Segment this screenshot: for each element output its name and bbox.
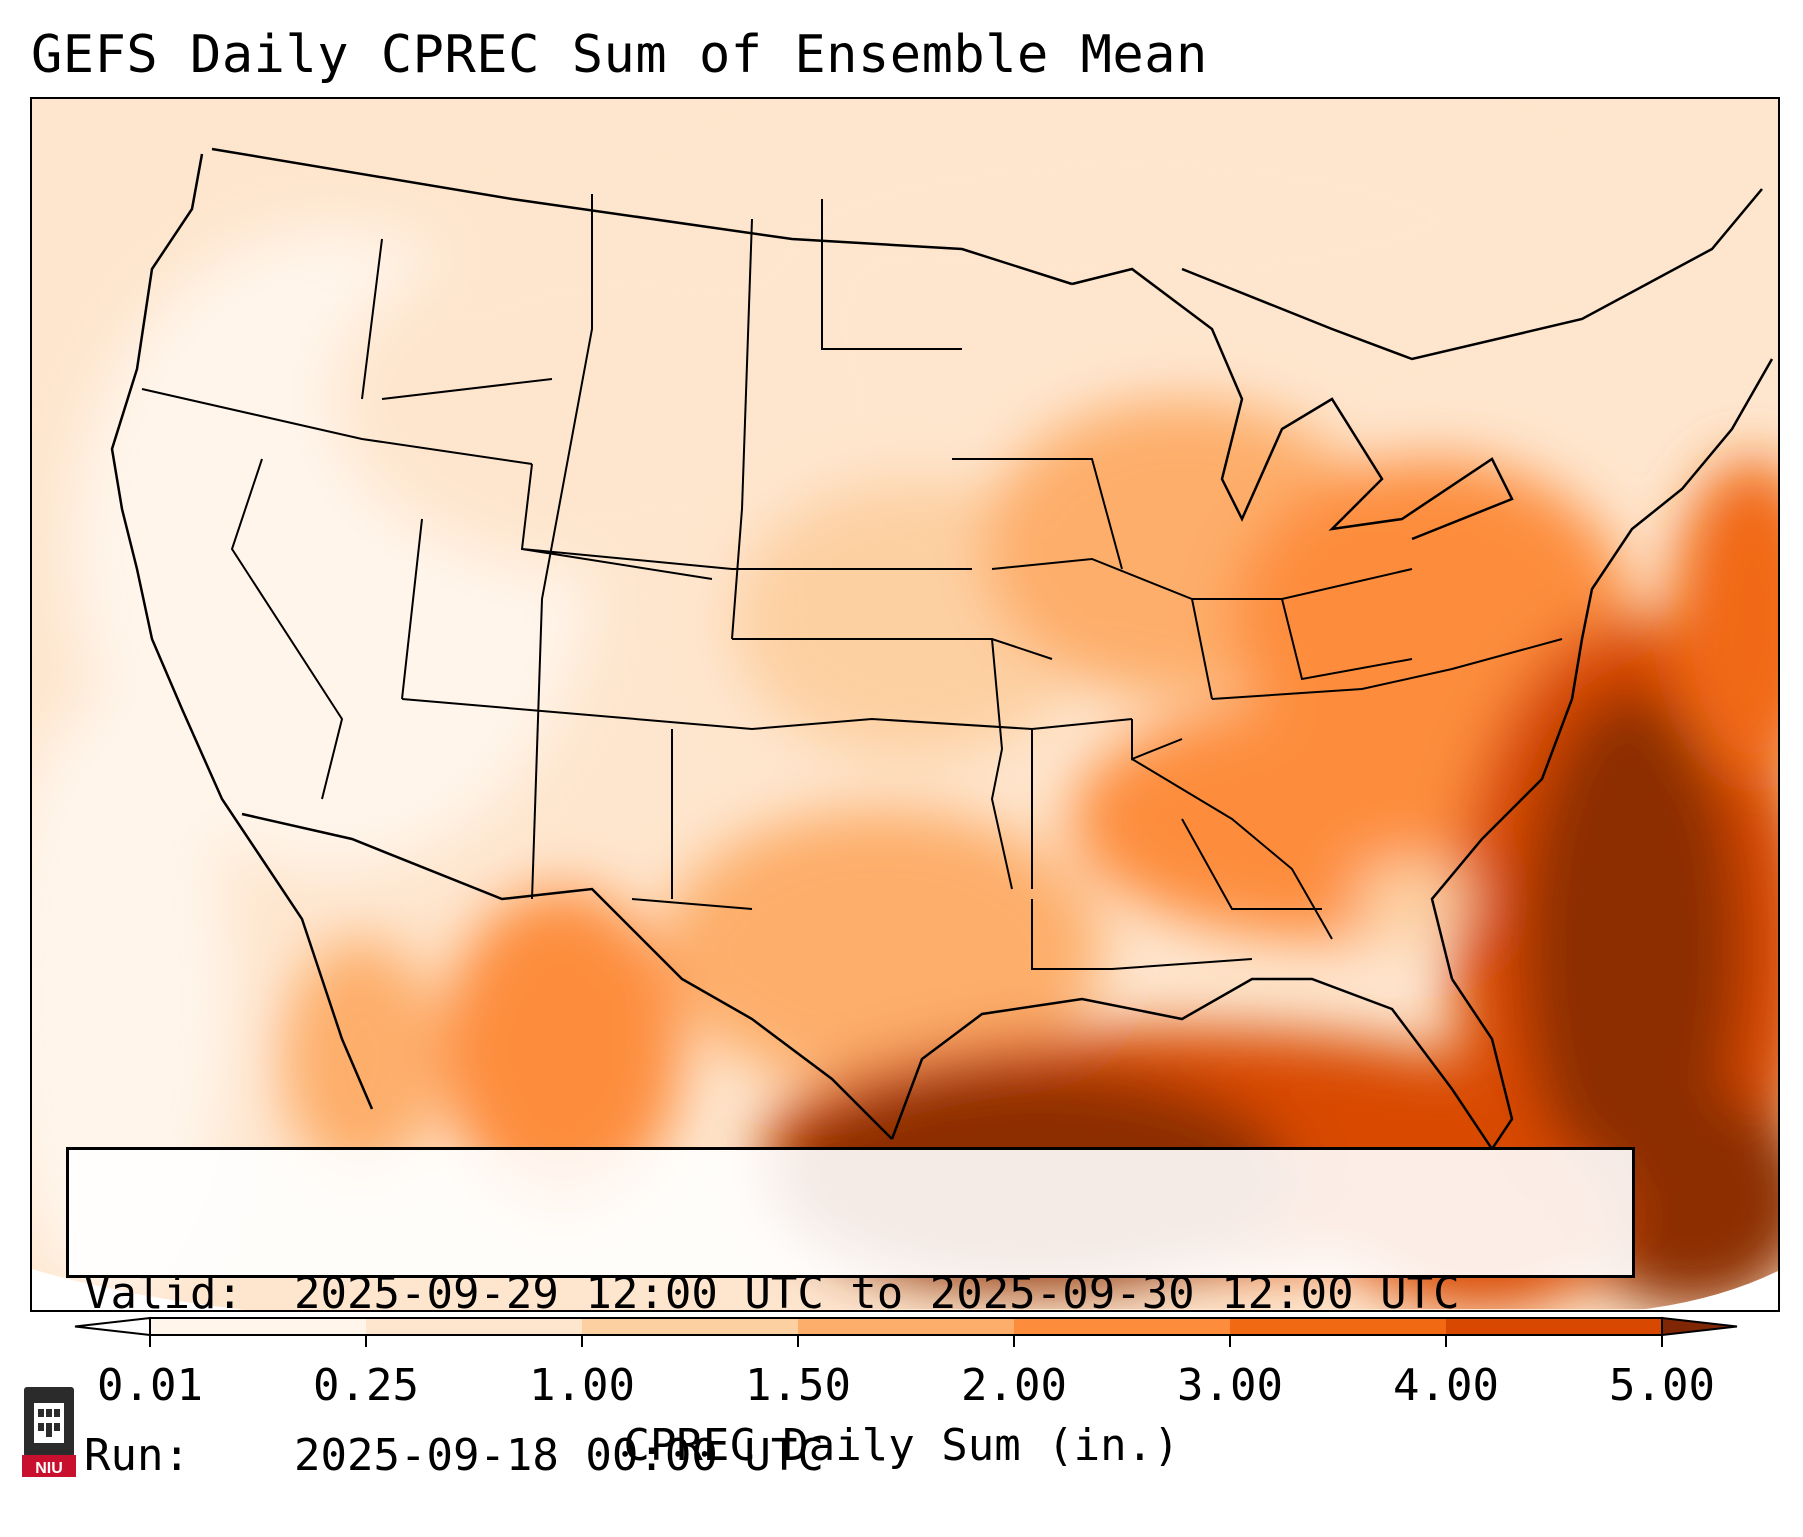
precip-field (32, 99, 1778, 1310)
precip-map (32, 99, 1778, 1310)
colorbar-label: CPREC Daily Sum (in.) (623, 1420, 1180, 1471)
atlantic-coastline (1430, 358, 1774, 980)
colorbar-tick-label: 1.00 (529, 1360, 635, 1411)
geo-lines (110, 147, 1774, 1152)
valid-run-info-box: Valid: 2025-09-29 12:00 UTC to 2025-09-3… (66, 1147, 1635, 1481)
colorbar (74, 1316, 1738, 1347)
colorbar-tick-label: 0.01 (97, 1360, 203, 1411)
logo-band (22, 1455, 76, 1477)
colorbar-tick-label: 2.00 (961, 1360, 1067, 1411)
colorbar-tick-label: 0.25 (313, 1360, 419, 1411)
great-lakes (1071, 267, 1514, 541)
pacific-coastline (110, 153, 374, 1110)
colorbar-segment-1.00 (582, 1318, 798, 1335)
map-title: GEFS Daily CPREC Sum of Ensemble Mean (31, 25, 1208, 85)
colorbar-segment-0.01 (150, 1318, 366, 1335)
colorbar-segment-4.00 (1446, 1318, 1662, 1335)
state-lines (141, 194, 1563, 970)
run-label: Run: (84, 1430, 190, 1481)
colorbar-tick-label: 5.00 (1609, 1360, 1715, 1411)
colorbar-outline (149, 1317, 1663, 1336)
niu-logo: NIU (22, 1387, 76, 1477)
valid-value: 2025-09-29 12:00 UTC to 2025-09-30 12:00… (294, 1268, 1460, 1319)
colorbar-segment-2.00 (1014, 1318, 1230, 1335)
valid-label: Valid: (84, 1268, 243, 1319)
colorbar-extend-under (74, 1316, 151, 1337)
colorbar-tick-label: 1.50 (745, 1360, 851, 1411)
logo-text: NIU (35, 1460, 63, 1477)
canada-border (211, 147, 1763, 361)
map-panel (30, 97, 1780, 1312)
colorbar-segment-3.00 (1230, 1318, 1446, 1335)
colorbar-tick-label: 3.00 (1177, 1360, 1283, 1411)
colorbar-segment-1.50 (798, 1318, 1014, 1335)
colorbar-extend-over (1661, 1316, 1738, 1337)
valid-row: Valid: 2025-09-29 12:00 UTC to 2025-09-3… (84, 1267, 1632, 1321)
run-value: 2025-09-18 00:00 UTC (294, 1430, 824, 1481)
colorbar-segment-0.25 (366, 1318, 582, 1335)
mexico-border (241, 812, 893, 1140)
colorbar-tick-label: 4.00 (1393, 1360, 1499, 1411)
run-row: Run: 2025-09-18 00:00 UTC (84, 1429, 1632, 1483)
gulf-coastline (890, 977, 1514, 1152)
